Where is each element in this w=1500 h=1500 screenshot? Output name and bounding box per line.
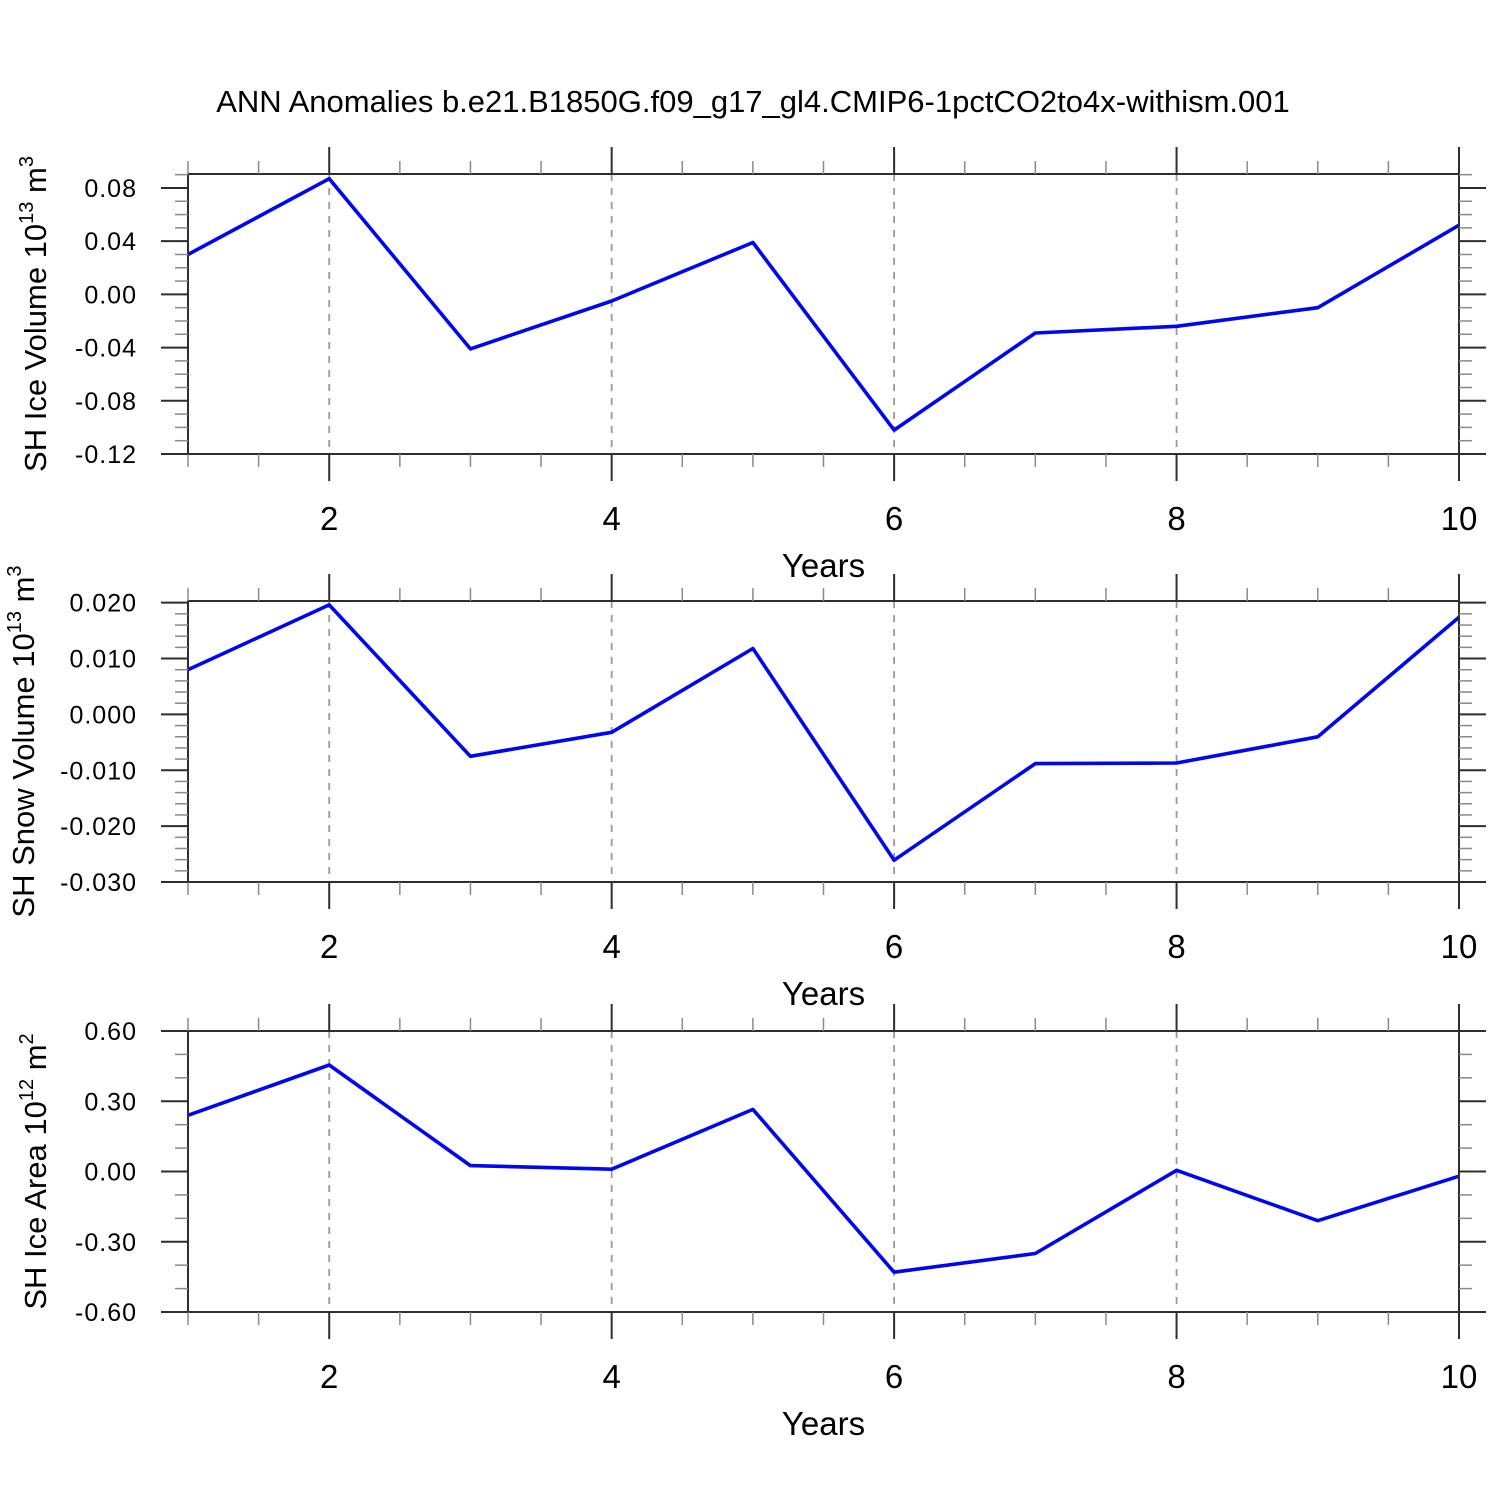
- y-tick-label: 0.30: [84, 1088, 137, 1116]
- x-tick-label: 4: [602, 1358, 620, 1395]
- data-line: [187, 176, 1460, 432]
- y-tick-label: 0.00: [84, 281, 137, 309]
- x-tick-label: 10: [1441, 1358, 1478, 1395]
- y-tick-label: 0.020: [69, 590, 137, 618]
- panel-1: 2 4 6 8 10 0.08 0.04 0.00 -0.04 -0.08 -0.12 Years SH…: [16, 147, 1486, 584]
- chart-title: ANN Anomalies b.e21.B1850G.f09_g17_gl4.C…: [216, 84, 1290, 119]
- panel-2: 2 4 6 8 10 0.020 0.010 0.000 -0.010 -0.020 -0.030 Y…: [4, 565, 1486, 1012]
- x-tick-label: 2: [320, 500, 338, 537]
- x-tick-label: 2: [320, 928, 338, 965]
- x-tick-label: 6: [885, 928, 903, 965]
- y-axis-label: SH Ice Volume 1013 m3: [16, 156, 53, 472]
- y-tick-label: 0.000: [69, 701, 137, 729]
- y-tick-label: -0.12: [75, 441, 137, 469]
- y-tick-label: -0.30: [75, 1229, 137, 1257]
- data-line: [187, 1063, 1460, 1274]
- x-tick-label: 10: [1441, 500, 1478, 537]
- x-tick-label: 6: [885, 500, 903, 537]
- y-axis-label: SH Snow Volume 1013 m3: [4, 565, 41, 917]
- y-tick-label: -0.020: [60, 813, 137, 841]
- x-tick-label: 8: [1167, 500, 1185, 537]
- x-axis-label: Years: [782, 547, 865, 584]
- y-tick-label: -0.010: [60, 757, 137, 785]
- x-tick-label: 2: [320, 1358, 338, 1395]
- panel-3: 2 4 6 8 10 0.60 0.30 0.00 -0.30 -0.60 Years SH Ice …: [16, 1004, 1486, 1442]
- y-tick-label: -0.030: [60, 869, 137, 897]
- y-tick-label: 0.010: [69, 646, 137, 674]
- plot-frame: [187, 1030, 1460, 1313]
- x-axis-label: Years: [782, 975, 865, 1012]
- y-tick-label: 0.08: [84, 175, 137, 203]
- y-axis-label: SH Ice Area 1012 m2: [16, 1033, 53, 1309]
- x-tick-label: 8: [1167, 928, 1185, 965]
- y-tick-label: 0.00: [84, 1159, 137, 1187]
- x-tick-label: 10: [1441, 928, 1478, 965]
- x-tick-label: 8: [1167, 1358, 1185, 1395]
- x-tick-label: 4: [602, 500, 620, 537]
- x-axis-label: Years: [782, 1405, 865, 1442]
- x-tick-label: 6: [885, 1358, 903, 1395]
- y-tick-label: -0.08: [75, 388, 137, 416]
- y-tick-label: 0.04: [84, 228, 137, 256]
- y-tick-label: -0.60: [75, 1299, 137, 1327]
- data-line: [187, 603, 1461, 863]
- y-tick-label: 0.60: [84, 1018, 137, 1046]
- y-tick-label: -0.04: [75, 335, 137, 363]
- plot-frame: [187, 600, 1460, 883]
- x-tick-label: 4: [602, 928, 620, 965]
